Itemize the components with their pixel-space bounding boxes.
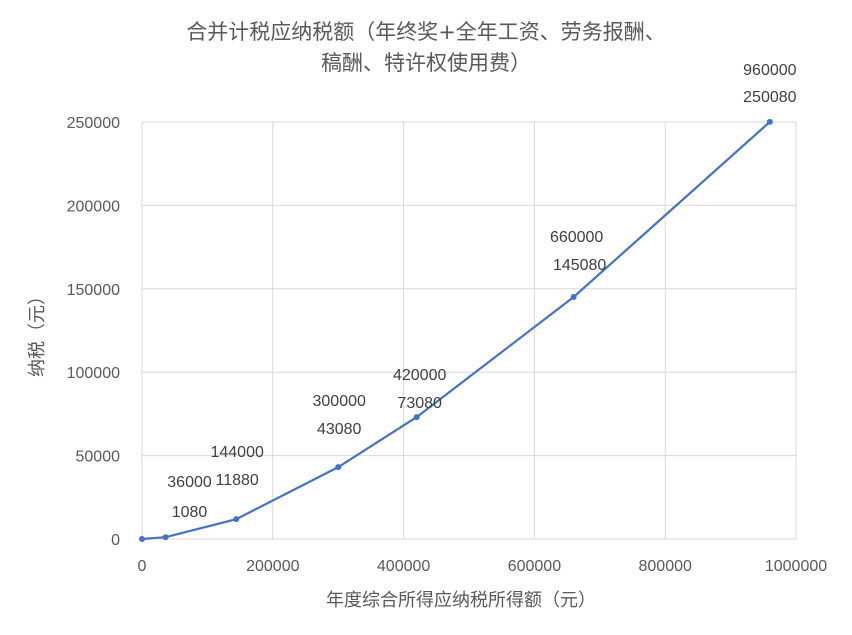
data-point — [139, 536, 145, 542]
y-tick-label: 0 — [111, 532, 120, 549]
data-labels: 36000 1080 144000 11880 300000 43080 420000 730… — [167, 62, 796, 521]
data-point — [233, 516, 240, 523]
data-label-x: 300000 — [313, 393, 366, 410]
data-point — [335, 464, 342, 471]
chart-title: 合并计税应纳税额（年终奖+全年工资、劳务报酬、 稿酬、特许权使用费） — [186, 20, 666, 75]
data-label-x: 960000 — [743, 62, 796, 79]
data-point — [570, 294, 577, 301]
x-axis-ticks: 0 200000 400000 600000 800000 1000000 — [138, 558, 828, 575]
data-label-y: 11880 — [216, 472, 259, 489]
x-tick-label: 800000 — [639, 558, 692, 575]
data-label-y: 145080 — [553, 257, 606, 274]
data-point — [413, 414, 420, 421]
x-tick-label: 600000 — [508, 558, 561, 575]
data-point — [162, 534, 169, 541]
y-tick-label: 150000 — [67, 282, 120, 299]
data-label-y: 1080 — [172, 504, 208, 521]
y-axis-title: 纳税（元） — [27, 287, 48, 377]
x-tick-label: 0 — [138, 558, 147, 575]
series — [139, 118, 773, 542]
y-tick-label: 100000 — [67, 365, 120, 382]
y-tick-label: 200000 — [67, 198, 120, 215]
data-label-x: 144000 — [210, 444, 263, 461]
x-axis-title: 年度综合所得应纳税所得额（元） — [326, 590, 596, 611]
y-axis-ticks: 0 50000 100000 150000 200000 250000 — [67, 115, 120, 549]
data-label-y: 43080 — [317, 421, 362, 438]
gridlines — [141, 121, 797, 540]
data-label-y: 73080 — [397, 395, 442, 412]
data-label-x: 36000 — [167, 474, 212, 491]
chart-title-line-2: 稿酬、特许权使用费） — [321, 51, 531, 75]
data-label-x: 420000 — [393, 367, 446, 384]
x-tick-label: 400000 — [377, 558, 430, 575]
chart-title-line-1: 合并计税应纳税额（年终奖+全年工资、劳务报酬、 — [186, 20, 666, 44]
data-label-y: 250080 — [743, 89, 796, 106]
x-tick-label: 1000000 — [765, 558, 827, 575]
y-tick-label: 250000 — [67, 115, 120, 132]
data-point — [766, 118, 773, 125]
y-tick-label: 50000 — [76, 449, 121, 466]
data-label-x: 660000 — [550, 229, 603, 246]
x-tick-label: 200000 — [246, 558, 299, 575]
